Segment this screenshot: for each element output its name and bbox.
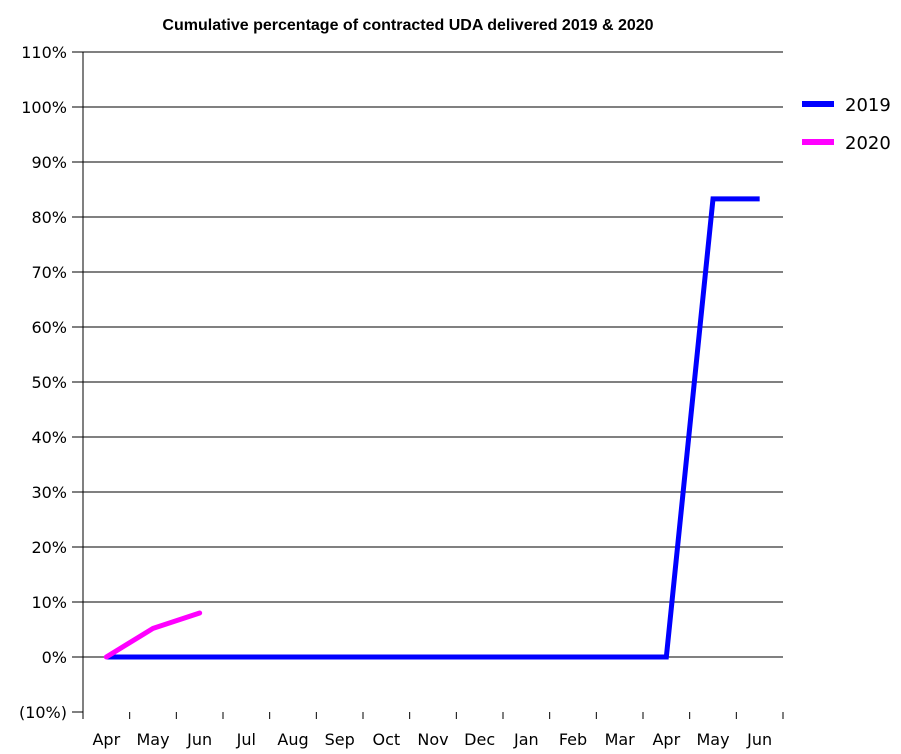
x-tick-label: Jun <box>746 730 772 749</box>
y-tick-label: 90% <box>31 153 67 172</box>
axes <box>82 52 784 719</box>
y-tick-label: 70% <box>31 263 67 282</box>
x-tick-label: Dec <box>464 730 495 749</box>
legend-label-2019: 2019 <box>845 95 891 116</box>
x-tick-label: Apr <box>92 730 120 749</box>
x-tick-label: Feb <box>559 730 587 749</box>
x-tick-label: May <box>696 730 729 749</box>
gridlines <box>72 51 783 713</box>
x-tick-label: Jan <box>513 730 539 749</box>
legend-label-2020: 2020 <box>845 133 891 154</box>
y-tick-label: 50% <box>31 373 67 392</box>
y-tick-label: 40% <box>31 428 67 447</box>
x-tick-label: Apr <box>652 730 680 749</box>
y-tick-label: 10% <box>31 593 67 612</box>
x-tick-label: Mar <box>605 730 636 749</box>
x-tick-label: Jul <box>236 730 256 749</box>
series-line-2020 <box>103 610 203 660</box>
x-tick-label: Aug <box>277 730 308 749</box>
x-tick-labels: Apr May Jun Jul Aug Sep Oct Nov Dec Jan Feb Mar Apr M… <box>92 730 772 749</box>
y-tick-labels: 110% 100% 90% 80% 70% 60% 50% 40% 30% 20% 10% 0% (10… <box>19 43 67 722</box>
y-tick-label: 80% <box>31 208 67 227</box>
y-tick-label: 20% <box>31 538 67 557</box>
y-tick-label: 100% <box>21 98 67 117</box>
y-tick-label: 110% <box>21 43 67 62</box>
x-tick-label: Oct <box>372 730 400 749</box>
x-tick-label: Nov <box>417 730 448 749</box>
x-tick-label: May <box>136 730 169 749</box>
y-tick-label: 60% <box>31 318 67 337</box>
legend: 2019 2020 <box>802 95 891 154</box>
chart-title: Cumulative percentage of contracted UDA … <box>162 17 653 34</box>
series-line-2019 <box>106 196 760 660</box>
y-tick-label: 30% <box>31 483 67 502</box>
x-tick-label: Sep <box>325 730 355 749</box>
y-tick-label: (10%) <box>19 703 67 722</box>
series-lines <box>103 196 760 660</box>
x-tick-label: Jun <box>186 730 212 749</box>
y-tick-label: 0% <box>42 648 67 667</box>
